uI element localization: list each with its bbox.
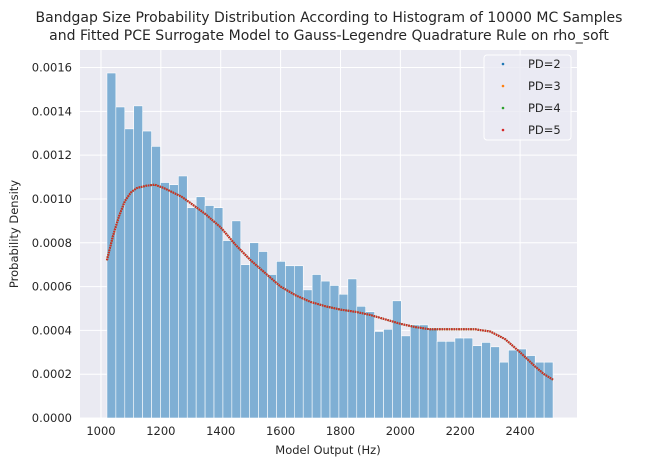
x-tick-label: 1200 — [146, 424, 175, 438]
histogram-bar — [472, 345, 482, 419]
histogram-bar — [481, 342, 491, 419]
x-tick-label: 2400 — [505, 424, 534, 438]
histogram-bar — [231, 220, 242, 419]
y-tick-label: 0.0012 — [32, 148, 72, 162]
histogram-bar — [285, 265, 295, 419]
x-tick-label: 1000 — [86, 424, 115, 438]
legend-marker — [501, 62, 505, 66]
histogram-bar — [142, 130, 152, 419]
legend-marker — [501, 84, 505, 88]
x-tick-label: 2000 — [386, 424, 415, 438]
histogram-bar — [169, 184, 179, 419]
y-tick-label: 0.0004 — [32, 323, 72, 337]
histogram-bar — [294, 265, 304, 419]
legend-marker — [501, 106, 505, 110]
histogram-bar — [374, 331, 384, 419]
histogram-bar — [151, 146, 161, 419]
y-tick-label: 0.0000 — [32, 411, 72, 425]
histogram-bar — [534, 361, 545, 419]
histogram-bar — [463, 337, 474, 419]
histogram-bar — [329, 285, 340, 419]
histogram-bar — [115, 106, 126, 419]
y-tick-label: 0.0016 — [32, 61, 72, 75]
histogram-bar — [195, 196, 206, 419]
y-tick-label: 0.0006 — [32, 280, 72, 294]
chart-title-line-1: Bandgap Size Probability Distribution Ac… — [36, 10, 623, 26]
histogram-bar — [436, 341, 447, 419]
legend: PD=2 PD=3 PD=4 PD=5 — [483, 54, 572, 141]
histogram-bar — [302, 289, 313, 419]
histogram-bar — [392, 300, 402, 419]
histogram-bar — [383, 328, 393, 419]
histogram-bar — [409, 324, 420, 419]
x-tick-label: 1400 — [206, 424, 235, 438]
histogram-bar — [490, 346, 500, 419]
histogram-bar — [401, 335, 411, 419]
histogram-bar — [499, 361, 509, 419]
histogram-bar — [267, 274, 277, 419]
histogram-bar — [454, 337, 465, 419]
histogram-bar — [213, 207, 224, 419]
legend-label: PD=5 — [528, 123, 561, 137]
histogram-bar — [204, 205, 215, 419]
legend-label: PD=3 — [528, 79, 561, 93]
y-tick-label: 0.0008 — [32, 236, 72, 250]
histogram-bar — [347, 278, 358, 419]
legend-box — [483, 54, 572, 141]
histogram-bar — [418, 324, 429, 419]
x-tick-labels: 1000 1200 1400 1600 1800 2000 2200 2400 — [86, 424, 534, 438]
histogram-bar — [124, 128, 135, 419]
histogram-bar — [427, 327, 438, 419]
histogram-bar — [160, 182, 170, 419]
pce-curves — [105, 183, 554, 381]
histogram-bar — [338, 293, 349, 419]
histogram-bar — [445, 341, 456, 419]
histogram-bar — [543, 361, 554, 419]
histogram-bar — [311, 274, 322, 419]
histogram-bar — [508, 349, 518, 419]
histogram-bar — [320, 280, 331, 419]
histogram-bar — [356, 305, 366, 419]
histogram-bar — [178, 175, 188, 419]
x-tick-label: 1600 — [266, 424, 295, 438]
y-tick-label: 0.0010 — [32, 192, 72, 206]
legend-label: PD=4 — [528, 101, 561, 115]
legend-marker — [501, 128, 505, 132]
x-tick-label: 1800 — [326, 424, 355, 438]
y-tick-labels: 0.0000 0.0002 0.0004 0.0006 0.0008 0.0010 0.00… — [32, 61, 72, 425]
histogram-bar — [365, 311, 375, 419]
y-axis-label: Probability Density — [7, 180, 21, 288]
chart-title-line-2: and Fitted PCE Surrogate Model to Gauss-… — [49, 28, 609, 44]
x-axis-label: Model Output (Hz) — [275, 443, 380, 457]
histogram-bar — [249, 242, 259, 419]
legend-label: PD=2 — [528, 57, 561, 71]
histogram-bar — [240, 264, 250, 419]
histogram-bar — [133, 105, 143, 419]
histogram-bar — [186, 207, 197, 419]
x-tick-label: 2200 — [446, 424, 475, 438]
histogram-bar — [258, 251, 268, 419]
histogram-bar — [517, 348, 527, 419]
y-tick-label: 0.0002 — [32, 367, 72, 381]
series-line — [105, 183, 554, 381]
histogram-bar — [222, 240, 233, 419]
series-pd-5 — [105, 183, 554, 381]
histogram-bar — [276, 261, 286, 419]
y-tick-label: 0.0014 — [32, 104, 72, 118]
